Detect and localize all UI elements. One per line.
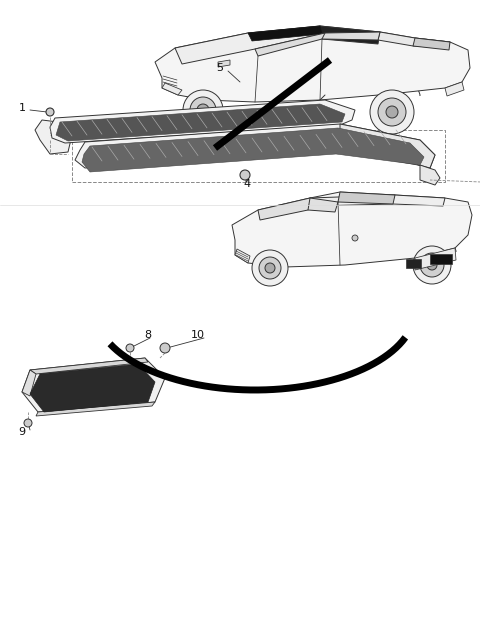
- Circle shape: [413, 246, 451, 284]
- Polygon shape: [310, 195, 445, 206]
- Polygon shape: [232, 192, 472, 267]
- Circle shape: [46, 108, 54, 116]
- Circle shape: [183, 90, 223, 130]
- Polygon shape: [320, 26, 380, 44]
- Polygon shape: [378, 32, 450, 48]
- Polygon shape: [75, 124, 435, 168]
- Polygon shape: [258, 198, 338, 220]
- Polygon shape: [338, 192, 395, 204]
- Polygon shape: [420, 165, 440, 185]
- Polygon shape: [155, 26, 470, 102]
- Circle shape: [240, 170, 250, 180]
- Circle shape: [386, 106, 398, 118]
- Circle shape: [352, 235, 358, 241]
- Polygon shape: [235, 249, 250, 263]
- Polygon shape: [82, 128, 424, 172]
- Polygon shape: [30, 364, 155, 412]
- Polygon shape: [218, 60, 230, 67]
- Bar: [406, 259, 421, 268]
- Text: 4: 4: [243, 179, 251, 189]
- Circle shape: [252, 250, 288, 286]
- Polygon shape: [50, 100, 355, 143]
- Circle shape: [190, 97, 216, 123]
- Polygon shape: [175, 26, 325, 64]
- Text: 10: 10: [191, 330, 205, 340]
- Polygon shape: [56, 104, 345, 141]
- Circle shape: [370, 90, 414, 134]
- Polygon shape: [35, 120, 72, 154]
- Polygon shape: [248, 26, 322, 41]
- Polygon shape: [36, 402, 155, 416]
- Circle shape: [420, 253, 444, 277]
- Polygon shape: [30, 358, 148, 374]
- Circle shape: [126, 344, 134, 352]
- Circle shape: [259, 257, 281, 279]
- Polygon shape: [415, 248, 456, 270]
- Circle shape: [265, 263, 275, 273]
- Circle shape: [427, 260, 437, 270]
- Polygon shape: [255, 32, 380, 56]
- Circle shape: [378, 98, 406, 126]
- Polygon shape: [413, 38, 450, 50]
- Polygon shape: [22, 358, 165, 412]
- Circle shape: [197, 104, 209, 116]
- Circle shape: [24, 419, 32, 427]
- Bar: [430, 254, 452, 264]
- Text: 8: 8: [144, 330, 152, 340]
- Polygon shape: [22, 370, 36, 396]
- Circle shape: [160, 343, 170, 353]
- Polygon shape: [162, 83, 182, 95]
- Polygon shape: [340, 124, 435, 168]
- Polygon shape: [445, 82, 464, 96]
- Text: 5: 5: [216, 63, 224, 73]
- Text: 1: 1: [19, 103, 25, 113]
- Text: 9: 9: [18, 427, 25, 437]
